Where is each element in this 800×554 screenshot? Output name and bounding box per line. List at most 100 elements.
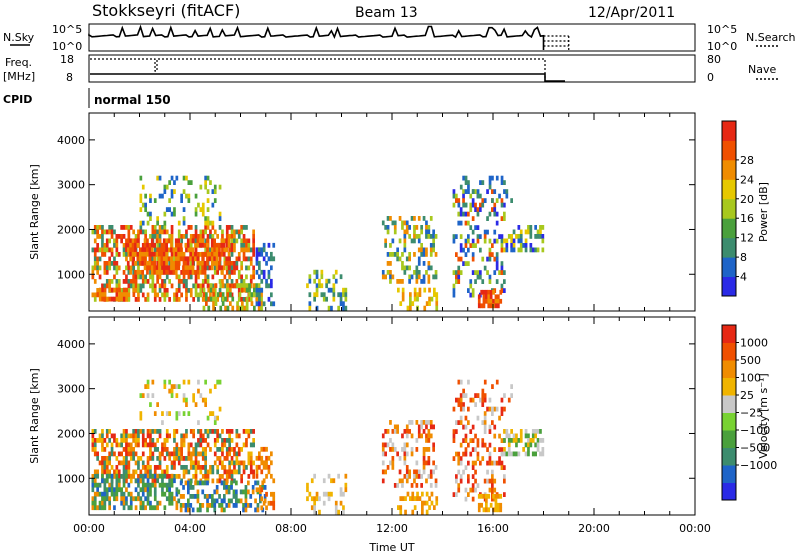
range-gate-cell xyxy=(209,411,212,416)
range-gate-cell xyxy=(182,269,185,275)
range-gate-cell xyxy=(110,296,114,302)
range-gate-cell xyxy=(457,279,461,284)
range-gate-cell xyxy=(216,415,219,421)
range-gate-cell xyxy=(405,429,409,434)
range-gate-cell xyxy=(241,305,244,311)
range-gate-cell xyxy=(180,292,183,298)
range-gate-cell xyxy=(452,189,456,194)
range-gate-cell xyxy=(415,469,419,475)
range-gate-cell xyxy=(93,279,97,284)
range-gate-cell xyxy=(146,491,150,497)
range-gate-cell xyxy=(115,482,119,488)
colorbar-frame xyxy=(721,120,737,297)
range-gate-cell xyxy=(342,505,345,511)
range-gate-cell xyxy=(165,429,169,434)
range-gate-cell xyxy=(476,438,480,443)
range-gate-cell xyxy=(488,424,492,430)
range-gate-cell xyxy=(175,505,179,511)
range-gate-cell xyxy=(160,242,164,248)
range-gate-cell xyxy=(235,456,239,461)
range-gate-cell xyxy=(405,433,409,439)
range-gate-cell xyxy=(207,305,211,311)
range-gate-cell xyxy=(168,234,171,239)
range-gate-cell xyxy=(471,447,475,452)
range-gate-cell xyxy=(125,496,128,502)
range-gate-cell xyxy=(413,292,417,297)
range-gate-cell xyxy=(146,469,150,475)
range-gate-cell xyxy=(144,505,147,511)
range-gate-cell xyxy=(219,305,223,311)
colorbar-tick-label: 1000 xyxy=(740,337,768,350)
range-gate-cell xyxy=(146,242,149,248)
range-gate-cell xyxy=(211,220,215,226)
range-gate-cell xyxy=(175,411,179,416)
range-gate-cell xyxy=(481,442,485,448)
range-gate-cell xyxy=(477,303,481,309)
range-gate-cell xyxy=(471,229,475,235)
range-gate-cell xyxy=(249,274,253,280)
range-gate-cell xyxy=(381,274,385,280)
range-gate-cell xyxy=(108,225,111,230)
range-gate-cell xyxy=(168,496,171,502)
range-gate-cell xyxy=(322,500,326,506)
range-gate-cell xyxy=(325,278,328,284)
range-gate-cell xyxy=(156,505,159,511)
range-gate-cell xyxy=(491,384,494,389)
range-gate-cell xyxy=(233,229,236,235)
range-gate-cell xyxy=(197,274,200,280)
range-gate-cell xyxy=(258,464,261,470)
range-gate-cell xyxy=(158,243,162,248)
range-gate-cell xyxy=(151,473,155,479)
range-gate-cell xyxy=(251,489,255,495)
nsky-panel: N.Sky 10^5 10^0 10^5 10^0 N.Search xyxy=(3,23,796,53)
range-gate-cell xyxy=(498,415,501,421)
range-gate-cell xyxy=(403,270,407,275)
range-gate-cell xyxy=(405,474,409,479)
range-gate-cell xyxy=(149,473,152,479)
range-gate-cell xyxy=(149,438,152,443)
range-gate-cell xyxy=(242,243,246,248)
range-gate-cell xyxy=(203,265,207,271)
range-gate-cell xyxy=(146,473,150,479)
range-gate-cell xyxy=(265,505,268,511)
range-gate-cell xyxy=(168,270,171,275)
colorbar-swatch xyxy=(722,179,736,200)
range-gate-cell xyxy=(306,283,309,289)
range-gate-cell xyxy=(219,292,223,297)
range-gate-cell xyxy=(110,229,114,235)
range-gate-cell xyxy=(497,502,500,508)
range-gate-cell xyxy=(539,438,542,443)
range-gate-cell xyxy=(168,198,171,203)
range-gate-cell xyxy=(101,247,104,253)
range-gate-cell xyxy=(252,460,255,466)
range-gate-cell xyxy=(225,447,229,452)
range-gate-cell xyxy=(127,433,131,439)
range-gate-cell xyxy=(168,478,171,484)
range-gate-cell xyxy=(201,480,205,486)
range-gate-cell xyxy=(389,216,392,221)
range-gate-cell xyxy=(173,474,176,479)
range-gate-cell xyxy=(245,283,249,288)
range-gate-cell xyxy=(429,252,433,257)
range-gate-cell xyxy=(132,270,135,275)
range-gate-cell xyxy=(541,438,545,443)
range-gate-cell xyxy=(206,274,210,280)
range-gate-cell xyxy=(242,252,246,257)
range-gate-cell xyxy=(221,229,224,235)
range-gate-cell xyxy=(457,469,461,475)
range-gate-cell xyxy=(389,261,392,266)
range-gate-cell xyxy=(481,279,485,284)
range-gate-cell xyxy=(223,256,227,262)
range-gate-cell xyxy=(459,406,463,412)
range-gate-cell xyxy=(141,465,145,470)
range-gate-cell xyxy=(108,473,111,479)
colorbar-swatch xyxy=(722,342,736,361)
range-gate-cell xyxy=(163,469,167,475)
range-gate-cell xyxy=(177,456,181,461)
range-gate-cell xyxy=(476,207,480,212)
range-gate-cell xyxy=(384,451,387,457)
range-gate-cell xyxy=(168,500,171,506)
range-gate-cell xyxy=(204,238,207,244)
range-gate-cell xyxy=(240,225,243,230)
range-gate-cell xyxy=(503,288,506,293)
